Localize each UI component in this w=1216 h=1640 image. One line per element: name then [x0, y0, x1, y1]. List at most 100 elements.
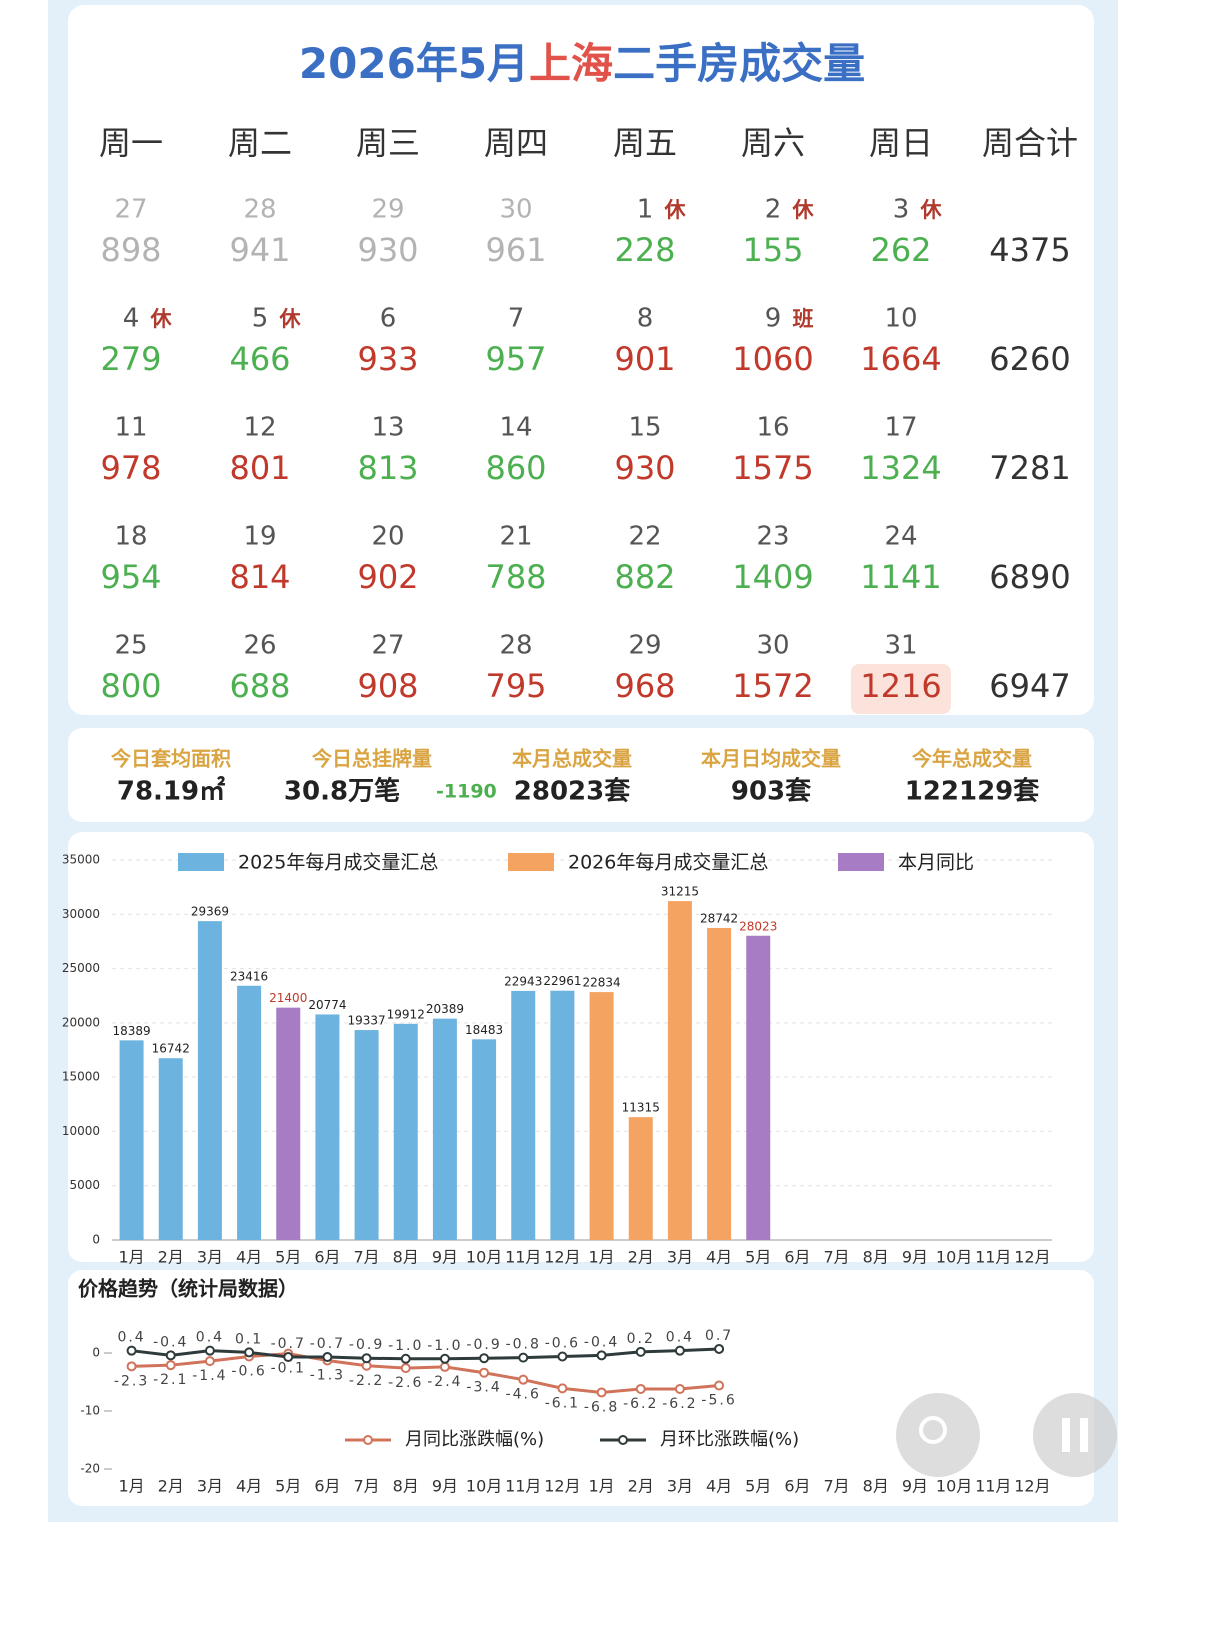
- point-label: -1.4: [192, 1368, 227, 1384]
- point: [439, 1353, 450, 1364]
- title-part: 2026年5月: [299, 39, 529, 88]
- x-tick-label: 12月: [1014, 1477, 1050, 1496]
- day: 24: [884, 522, 917, 552]
- bar: [707, 927, 732, 1240]
- point-label: -1.3: [310, 1368, 345, 1384]
- stat-label: 本月日均成交量: [701, 747, 841, 771]
- point: [557, 1351, 568, 1362]
- week-total: 6260: [989, 340, 1070, 378]
- bar-label: 31215: [661, 885, 699, 899]
- day: 14: [499, 413, 532, 443]
- x-tick-label: 4月: [706, 1248, 732, 1267]
- x-tick-label: 3月: [667, 1477, 693, 1496]
- y-tick-label: -20: [80, 1462, 100, 1476]
- bar: [354, 1030, 379, 1240]
- x-tick-label: 2月: [158, 1248, 184, 1267]
- day-value: 262: [870, 231, 931, 269]
- x-tick-label: 4月: [236, 1477, 262, 1496]
- day-value: 813: [357, 449, 418, 487]
- day-value: 228: [614, 231, 675, 269]
- day: 5: [252, 304, 269, 334]
- point-label: -6.2: [662, 1396, 697, 1412]
- point: [283, 1352, 294, 1363]
- day-value: 930: [357, 231, 418, 269]
- point-label: -0.7: [271, 1336, 306, 1352]
- point-label: 0.4: [196, 1330, 224, 1346]
- day: 27: [114, 195, 147, 225]
- day: 29: [628, 631, 661, 661]
- x-tick-label: 8月: [863, 1248, 889, 1267]
- point-label: 0.4: [117, 1330, 145, 1346]
- bar: [511, 990, 536, 1240]
- legend-label: 2025年每月成交量汇总: [238, 852, 438, 874]
- point-label: -2.1: [153, 1372, 188, 1388]
- x-tick-label: 7月: [823, 1248, 849, 1267]
- day-tag: 班: [793, 307, 814, 331]
- y-tick-label: 10000: [62, 1124, 100, 1138]
- search-icon: [919, 1416, 947, 1444]
- day: 4: [123, 304, 140, 334]
- floating-buttons[interactable]: [896, 1393, 1117, 1477]
- bar: [472, 1039, 497, 1240]
- point-label: -0.4: [153, 1334, 188, 1350]
- day: 28: [243, 195, 276, 225]
- stat-value: 903套: [731, 777, 812, 807]
- weekday: 周五: [613, 124, 677, 162]
- y-tick-label: 0: [92, 1233, 100, 1247]
- line-panel: [68, 1270, 1094, 1506]
- point-label: -0.6: [231, 1363, 266, 1379]
- legend-swatch: [838, 853, 884, 871]
- day-value: 901: [614, 340, 675, 378]
- day: 22: [628, 522, 661, 552]
- search-button[interactable]: [896, 1393, 980, 1477]
- stat-value: 78.19㎡: [117, 776, 225, 807]
- bar: [276, 1007, 301, 1240]
- day: 6: [380, 304, 397, 334]
- point-label: 0.1: [235, 1331, 263, 1347]
- day-value: 968: [614, 667, 675, 705]
- day: 11: [114, 413, 147, 443]
- day-value: 795: [485, 667, 546, 705]
- day-tag: 休: [920, 198, 943, 222]
- calendar-panel: [68, 5, 1094, 715]
- point-label: -5.6: [701, 1392, 736, 1408]
- point: [322, 1352, 333, 1363]
- x-tick-label: 3月: [197, 1477, 223, 1496]
- point: [479, 1367, 490, 1378]
- bar-label: 20389: [426, 1002, 464, 1016]
- day-value: 788: [485, 558, 546, 596]
- bar-label: 18483: [465, 1023, 503, 1037]
- point-label: -0.1: [271, 1361, 306, 1377]
- point: [635, 1346, 646, 1357]
- day-value: 1324: [860, 449, 941, 487]
- day: 21: [499, 522, 532, 552]
- point: [400, 1363, 411, 1374]
- point: [204, 1356, 215, 1367]
- stats-panel: [68, 728, 1094, 822]
- day-value: 860: [485, 449, 546, 487]
- point: [126, 1361, 137, 1372]
- day-value: 954: [100, 558, 161, 596]
- x-tick-label: 5月: [275, 1477, 301, 1496]
- x-tick-label: 7月: [353, 1248, 379, 1267]
- y-tick-label: 0: [92, 1346, 100, 1360]
- day: 16: [756, 413, 789, 443]
- point-label: -0.9: [466, 1337, 501, 1353]
- x-tick-label: 12月: [1014, 1248, 1050, 1267]
- bar: [393, 1023, 418, 1240]
- point-label: -4.6: [506, 1387, 541, 1403]
- pause-button[interactable]: [1033, 1393, 1117, 1477]
- bar: [667, 901, 692, 1240]
- day-value: 1664: [860, 340, 941, 378]
- bar-label: 16742: [152, 1042, 190, 1056]
- x-tick-label: 5月: [275, 1248, 301, 1267]
- point: [714, 1343, 725, 1354]
- x-tick-label: 12月: [544, 1477, 580, 1496]
- x-tick-label: 10月: [466, 1248, 502, 1267]
- title-part: 上海: [529, 39, 613, 88]
- point: [596, 1350, 607, 1361]
- x-tick-label: 7月: [823, 1477, 849, 1496]
- day: 31: [884, 631, 917, 661]
- point-label: -0.4: [584, 1334, 619, 1350]
- weekday: 周一: [99, 124, 163, 162]
